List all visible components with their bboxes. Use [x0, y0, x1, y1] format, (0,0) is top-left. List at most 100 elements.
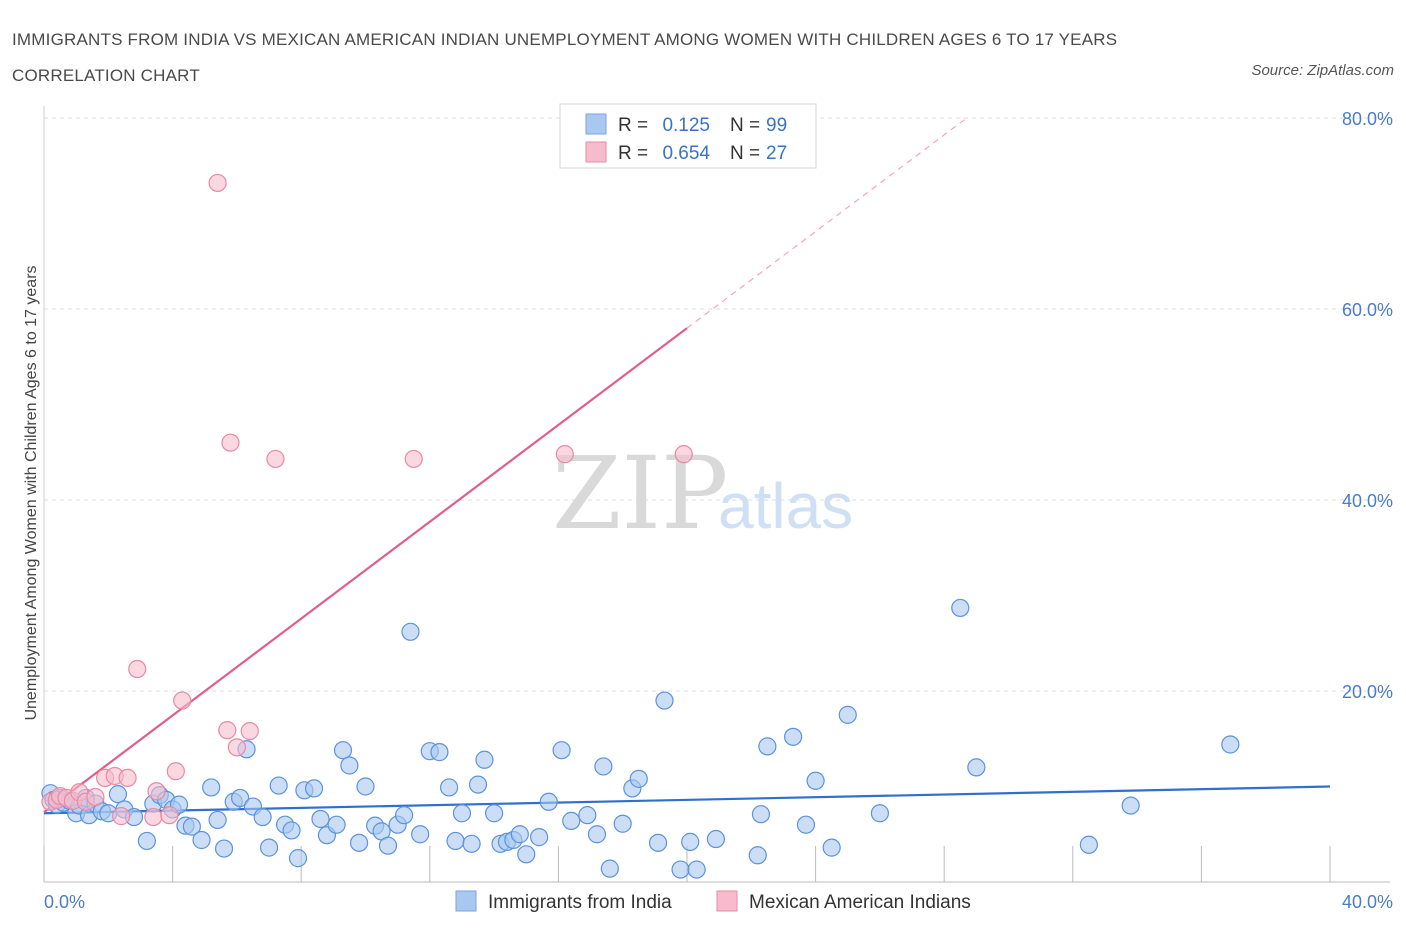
india-point: [758, 737, 777, 756]
legend-swatch: [585, 113, 607, 135]
india-point: [1079, 835, 1098, 854]
india-point: [838, 705, 857, 724]
india-point: [446, 831, 465, 851]
india-point: [282, 821, 301, 840]
mexican-american-indian-point: [674, 445, 693, 464]
india-point: [1221, 735, 1240, 754]
india-point: [539, 792, 558, 811]
india-point: [1121, 796, 1140, 815]
india-point: [137, 831, 156, 851]
india-point: [796, 815, 816, 834]
y-tick-label: 20.0%: [1342, 682, 1393, 702]
mexican-american-indian-point: [227, 738, 246, 757]
india-point: [748, 846, 767, 865]
mexican-american-indian-point: [160, 806, 179, 825]
legend-r-value: 0.654: [662, 143, 710, 164]
india-point: [192, 830, 211, 850]
india-point: [401, 622, 420, 641]
y-axis-title: Unemployment Among Women with Children A…: [23, 265, 40, 720]
india-point: [706, 829, 726, 849]
bottom-legend-swatch: [716, 890, 738, 912]
india-point: [594, 757, 613, 776]
india-point: [517, 845, 536, 864]
mexican-american-indian-point: [86, 787, 105, 807]
mexican-american-indian-trend-extension: [686, 117, 968, 329]
india-point: [951, 598, 970, 618]
india-point: [439, 778, 459, 797]
india-point: [783, 727, 803, 746]
y-tick-label: 80.0%: [1342, 109, 1393, 129]
x-tick-label: 40.0%: [1342, 892, 1393, 912]
legend-n-value: 99: [766, 115, 787, 136]
india-point: [356, 777, 375, 796]
india-point: [269, 776, 288, 795]
legend-swatch: [585, 141, 607, 163]
watermark-zip: ZIP: [552, 435, 728, 552]
bottom-legend: Immigrants from India Mexican American In…: [455, 890, 971, 913]
india-point: [578, 806, 597, 825]
india-point: [259, 838, 279, 857]
y-tick-label: 60.0%: [1342, 300, 1393, 320]
india-point: [288, 849, 308, 868]
legend: R = 0.125 N = 99 R = 0.654 N = 27: [559, 103, 817, 169]
mexican-american-indian-point: [144, 807, 163, 827]
india-point: [510, 825, 529, 844]
india-point: [333, 741, 353, 760]
india-point: [430, 743, 449, 762]
india-point: [182, 817, 201, 836]
india-point: [613, 814, 632, 833]
chart-title: IMMIGRANTS FROM INDIA VS MEXICAN AMERICA…: [12, 30, 1118, 85]
data-points: [41, 173, 1240, 879]
india-point: [681, 832, 700, 851]
mexican-american-indian-point: [112, 807, 131, 826]
india-point: [349, 833, 369, 852]
bottom-legend-label: Immigrants from India: [488, 892, 672, 913]
india-point: [452, 804, 472, 823]
india-point: [327, 815, 346, 834]
mexican-american-indian-point: [128, 659, 147, 679]
mexican-american-indian-point: [266, 449, 285, 469]
india-point: [394, 806, 414, 825]
legend-n-label: N =: [730, 143, 760, 164]
india-point: [967, 758, 986, 777]
source-label: Source: ZipAtlas.com: [1251, 62, 1394, 79]
mexican-american-indian-point: [404, 449, 423, 469]
legend-n-label: N =: [730, 115, 760, 136]
india-point: [378, 836, 398, 855]
mexican-american-indian-point: [208, 173, 227, 193]
bottom-legend-label: Mexican American Indians: [749, 892, 971, 913]
india-point: [806, 771, 825, 790]
legend-r-value: 0.125: [662, 115, 710, 136]
india-point: [231, 788, 250, 808]
x-tick-label: 0.0%: [44, 892, 85, 912]
india-point: [468, 775, 488, 794]
india-point: [751, 805, 771, 824]
india-point: [214, 839, 234, 858]
india-point: [562, 811, 581, 830]
india-point: [629, 769, 648, 788]
mexican-american-indian-point: [221, 433, 240, 452]
india-point: [587, 825, 607, 844]
grid: [44, 117, 1390, 692]
india-point: [108, 785, 128, 804]
india-point: [687, 860, 706, 879]
mexican-american-indian-trend-line: [43, 327, 688, 814]
india-point: [208, 810, 227, 830]
india-point: [202, 778, 221, 797]
mexican-american-indian-point: [555, 445, 574, 464]
india-point: [530, 828, 549, 847]
legend-r-label: R =: [618, 115, 648, 136]
legend-n-value: 27: [766, 143, 787, 164]
x-tick-labels: 0.0% 40.0%: [44, 892, 1393, 912]
watermark-atlas: atlas: [718, 470, 853, 542]
india-point: [311, 809, 330, 829]
india-point: [304, 779, 324, 798]
mexican-american-indian-point: [118, 768, 137, 788]
mexican-american-indian-point: [218, 721, 237, 740]
india-point: [253, 807, 272, 827]
india-point: [822, 838, 841, 857]
india-point: [648, 833, 668, 852]
india-point: [485, 804, 504, 823]
watermark: ZIP atlas: [552, 435, 853, 552]
mexican-american-indian-point: [173, 691, 192, 710]
